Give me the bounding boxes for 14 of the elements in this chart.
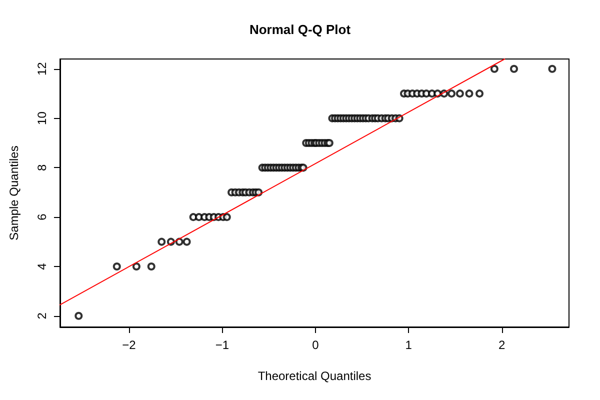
- x-tick-label: 2: [498, 338, 506, 352]
- x-tick-label: 1: [405, 338, 412, 352]
- y-tick-label: 6: [35, 213, 49, 220]
- x-tick-label: 0: [312, 338, 320, 352]
- x-tick-label: −1: [215, 338, 230, 352]
- y-tick-label: 4: [35, 262, 49, 270]
- y-tick-label: 8: [35, 164, 49, 172]
- y-tick-label: 2: [35, 312, 49, 320]
- y-axis-title: Sample Quantiles: [7, 146, 21, 240]
- y-tick-label: 12: [35, 62, 49, 76]
- x-axis-title: Theoretical Quantiles: [258, 369, 372, 383]
- chart-title: Normal Q-Q Plot: [249, 22, 352, 37]
- y-tick-label: 10: [35, 111, 49, 125]
- x-tick-label: −2: [122, 338, 136, 352]
